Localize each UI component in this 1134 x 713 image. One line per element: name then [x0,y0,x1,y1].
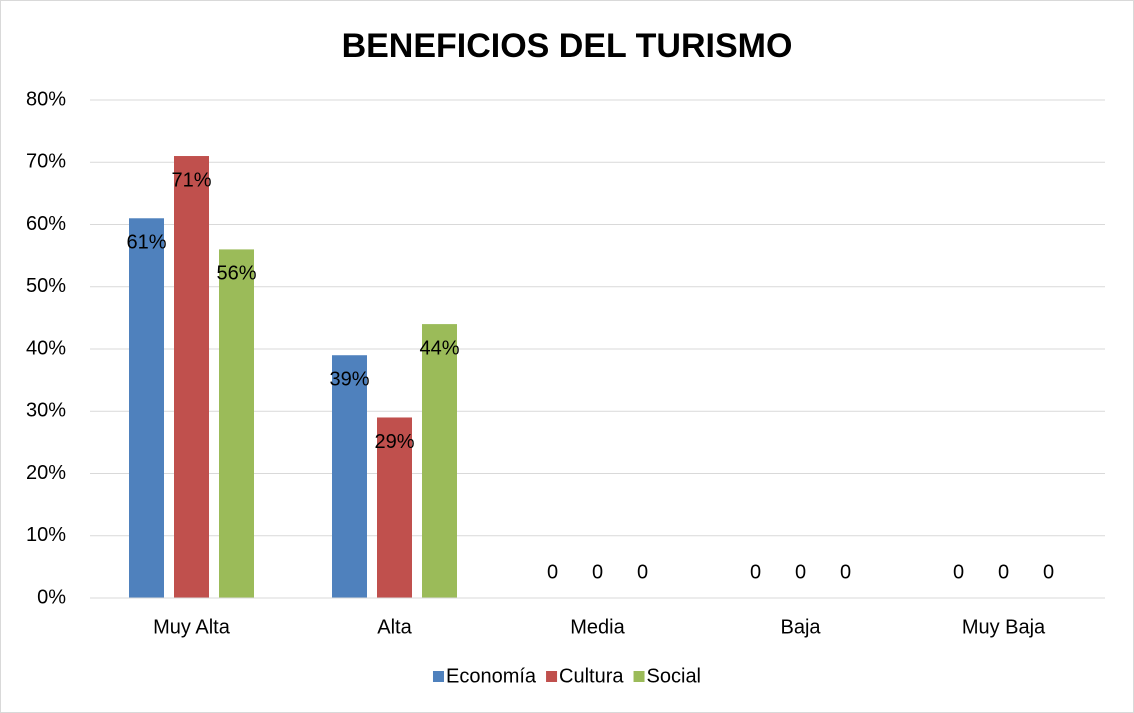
y-tick-label: 50% [26,275,66,297]
x-tick-label: Alta [377,616,412,638]
x-tick-label: Muy Alta [153,616,231,638]
y-tick-label: 60% [26,213,66,235]
data-label: 0 [1043,561,1054,583]
x-tick-label: Baja [780,616,821,638]
bar [422,324,457,598]
bar [377,417,412,598]
data-label: 44% [419,337,459,359]
data-label: 61% [126,232,166,254]
y-tick-label: 20% [26,462,66,484]
legend-swatch [546,671,558,682]
y-tick-label: 80% [26,88,66,110]
data-label: 0 [637,561,648,583]
chart-title: BENEFICIOS DEL TURISMO [342,27,793,65]
data-label: 0 [998,561,1009,583]
data-label: 39% [329,369,369,391]
legend-label: Cultura [559,665,624,687]
x-tick-label: Muy Baja [962,616,1046,638]
bar [174,156,209,598]
bar [332,355,367,598]
data-label: 0 [840,561,851,583]
legend-swatch [633,671,645,682]
bar [219,249,254,598]
data-label: 56% [216,263,256,285]
x-tick-label: Media [570,616,625,638]
y-tick-label: 0% [37,586,66,608]
legend-label: Economía [446,665,537,687]
y-tick-label: 40% [26,337,66,359]
y-tick-label: 10% [26,524,66,546]
y-tick-label: 70% [26,151,66,173]
y-tick-label: 30% [26,400,66,422]
data-label: 0 [547,561,558,583]
data-label: 0 [953,561,964,583]
data-label: 0 [750,561,761,583]
legend-swatch [432,671,444,682]
bar [129,218,164,598]
data-label: 29% [374,431,414,453]
data-label: 0 [592,561,603,583]
legend-label: Social [647,665,701,687]
data-label: 0 [795,561,806,583]
data-label: 71% [171,169,211,191]
